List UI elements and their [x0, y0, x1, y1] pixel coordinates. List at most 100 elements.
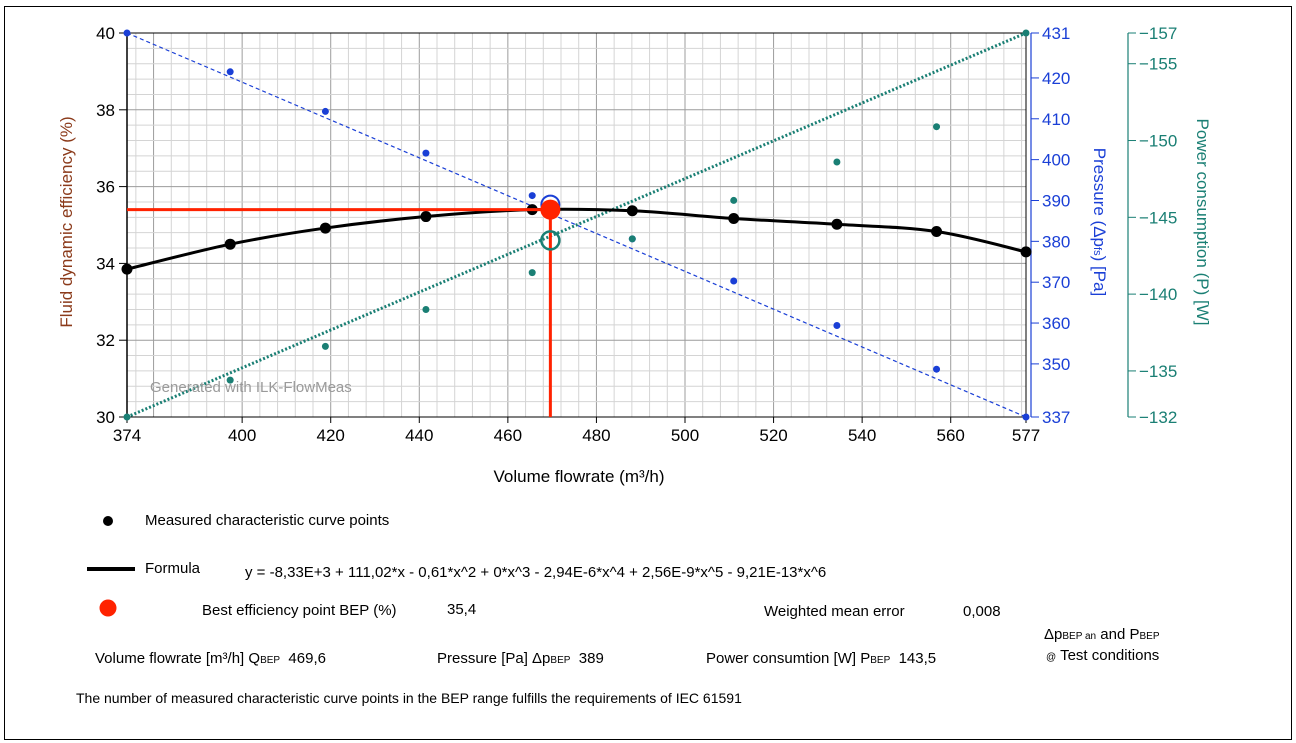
- legend-formula-line: [87, 567, 135, 571]
- note-line-2: @ Test conditions: [1046, 647, 1159, 664]
- note-dp: Δp: [1044, 626, 1063, 643]
- efficiency-axis-label: Fluid dynamic efficiency (%): [57, 116, 76, 327]
- measured-point: [626, 205, 638, 217]
- legend-bep-label: Best efficiency point BEP (%): [202, 602, 397, 619]
- pressure-point: [321, 107, 329, 115]
- bep-power-marker: [540, 230, 561, 251]
- chart-frame: [4, 6, 1292, 740]
- iec-footer-note: The number of measured characteristic cu…: [76, 690, 742, 706]
- x-tick-label: 560: [937, 426, 965, 445]
- efficiency-chart: 374 400 420 440 460 480 500 520 540 560 577 30 32 34 3…: [57, 24, 1212, 486]
- x-tick-label: 540: [848, 426, 876, 445]
- measured-point: [831, 218, 843, 230]
- measured-point: [728, 212, 740, 224]
- bep-pressure-value: 389: [578, 650, 604, 667]
- x-tick-label: 577: [1012, 426, 1040, 445]
- power-point: [1022, 29, 1030, 37]
- bep-flowrate: Volume flowrate [m³/h] QBEP 469,6: [95, 650, 326, 667]
- power-point: [123, 413, 131, 421]
- efficiency-tick-label: 32: [96, 331, 115, 350]
- note-p-sub: BEP: [1139, 631, 1160, 642]
- bep-pressure-sub: BEP: [550, 655, 571, 666]
- bep-flowrate-value: 469,6: [288, 650, 326, 667]
- pressure-tick-label: 350: [1042, 355, 1070, 374]
- pressure-point: [933, 365, 941, 373]
- weighted-mean-error-label: Weighted mean error: [764, 603, 905, 620]
- legend-measured-label: Measured characteristic curve points: [145, 512, 390, 529]
- bep-pressure-label: Pressure [Pa] Δp: [437, 650, 551, 667]
- legend-formula-label: Formula: [145, 560, 201, 577]
- power-point: [226, 376, 234, 384]
- note-dp-sub: BEP an: [1062, 631, 1097, 642]
- legend-bep-value: 35,4: [447, 601, 477, 618]
- pressure-label-main: Pressure (Δp: [1090, 148, 1109, 247]
- watermark: Generated with ILK-FlowMeas: [150, 379, 352, 396]
- pressure-tick-label: 390: [1042, 191, 1070, 210]
- bep-flowrate-label: Volume flowrate [m³/h] Q: [95, 650, 261, 667]
- power-point: [321, 342, 329, 350]
- power-line: [126, 31, 1027, 419]
- x-tick-label: 440: [405, 426, 433, 445]
- pressure-point: [123, 29, 131, 37]
- power-point: [628, 235, 636, 243]
- pressure-point: [1022, 413, 1030, 421]
- power-tick-label: −135: [1139, 362, 1177, 381]
- x-tick-label: 400: [228, 426, 256, 445]
- power-tick-label: −155: [1139, 55, 1177, 74]
- pressure-tick-label: 337: [1042, 408, 1070, 427]
- x-tick-label: 420: [317, 426, 345, 445]
- pressure-tick-label: 360: [1042, 314, 1070, 333]
- pressure-axis-label: Pressure (Δpfs) [Pa]: [1090, 148, 1109, 296]
- pressure-tick-label: 400: [1042, 151, 1070, 170]
- power-point: [833, 158, 841, 166]
- efficiency-fit-curve: [126, 207, 1027, 271]
- power-tick-label: −150: [1139, 132, 1177, 151]
- x-tick-label: 480: [582, 426, 610, 445]
- power-point: [933, 123, 941, 131]
- pressure-point: [422, 149, 430, 157]
- efficiency-tick-label: 38: [96, 101, 115, 120]
- x-tick-label: 374: [113, 426, 141, 445]
- pressure-point: [226, 68, 234, 76]
- x-axis-label: Volume flowrate (m³/h): [494, 467, 665, 486]
- measured-point: [224, 238, 236, 250]
- pressure-point: [528, 192, 536, 200]
- pressure-tick-label: 370: [1042, 273, 1070, 292]
- bep-pressure: Pressure [Pa] ΔpBEP 389: [437, 650, 604, 667]
- measured-point: [121, 263, 133, 275]
- power-axis-label: Power consumption (P) [W]: [1193, 119, 1212, 326]
- x-tick-label: 460: [494, 426, 522, 445]
- pressure-line: [126, 32, 1027, 418]
- bep-marker: [540, 199, 561, 220]
- efficiency-tick-label: 36: [96, 178, 115, 197]
- note-test-conditions: Test conditions: [1060, 647, 1160, 664]
- bep-power-value: 143,5: [898, 650, 937, 667]
- bep-power-label: Power consumtion [W] P: [706, 650, 871, 667]
- pressure-tick-label: 410: [1042, 110, 1070, 129]
- legend-bep-marker: [99, 599, 117, 617]
- power-tick-label: −140: [1139, 285, 1177, 304]
- measured-point: [319, 222, 331, 234]
- pressure-label-sub: fs: [1091, 247, 1103, 256]
- measured-point: [420, 211, 432, 223]
- weighted-mean-error-value: 0,008: [963, 603, 1001, 620]
- pressure-point: [730, 277, 738, 285]
- note-and-p: and P: [1100, 626, 1140, 643]
- pressure-point: [833, 321, 841, 329]
- measured-point: [931, 226, 943, 238]
- efficiency-tick-label: 30: [96, 408, 115, 427]
- bep-power-sub: BEP: [870, 655, 891, 666]
- measured-point: [1020, 246, 1032, 258]
- bep-power: Power consumtion [W] PBEP 143,5: [706, 650, 936, 667]
- power-tick-label: −157: [1139, 24, 1177, 43]
- power-point: [528, 269, 536, 277]
- legend-formula: y = -8,33E+3 + 111,02*x - 0,61*x^2 + 0*x…: [245, 564, 827, 581]
- power-tick-label: −132: [1139, 408, 1177, 427]
- bep-flowrate-sub: BEP: [260, 655, 281, 666]
- note-line-1: ΔpBEP an and PBEP: [1044, 626, 1160, 643]
- x-tick-label: 500: [671, 426, 699, 445]
- power-point: [422, 305, 430, 313]
- x-tick-label: 520: [759, 426, 787, 445]
- efficiency-tick-label: 40: [96, 24, 115, 43]
- power-point: [730, 196, 738, 204]
